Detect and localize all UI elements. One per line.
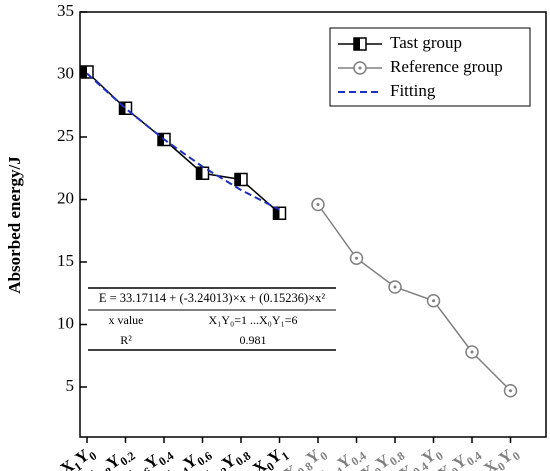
label-part: 0.6 — [134, 464, 154, 471]
y-tick-label: 30 — [57, 63, 74, 82]
x-tick-label: X1Y0 — [57, 442, 99, 471]
marker-left — [196, 167, 203, 180]
series-line — [86, 72, 280, 211]
point — [311, 197, 325, 212]
marker-dot — [432, 299, 435, 303]
label-part: X — [119, 466, 141, 471]
label-part: X — [196, 466, 218, 471]
marker-dot — [358, 66, 362, 70]
label-part: 0.4 — [326, 464, 346, 471]
label-part: 0 — [449, 464, 462, 471]
label-part: 0.2 — [211, 464, 231, 471]
plot-frame — [79, 11, 547, 438]
marker-left — [158, 133, 164, 146]
legend-marker — [353, 61, 367, 75]
table-equation: E = 33.17114 + (-3.24013)×x + (0.15236)×… — [99, 291, 326, 305]
marker-left — [354, 38, 360, 50]
point — [195, 166, 210, 180]
series-line — [86, 71, 280, 214]
marker-dot — [509, 389, 512, 393]
marker-left — [119, 102, 126, 115]
label-part: X — [280, 461, 302, 471]
table-cell: X₁Y₀=1 ...X₀Y₁=6 — [209, 313, 298, 327]
x-tick-label: X0.8Y0 — [280, 442, 330, 471]
label-part: 0 — [372, 464, 385, 471]
legend-marker — [353, 37, 367, 51]
table-cell: 0.981 — [240, 333, 267, 347]
y-tick-label: 35 — [57, 1, 74, 20]
label-part: X — [357, 461, 379, 471]
point — [426, 294, 441, 308]
y-tick-label: 10 — [57, 313, 74, 332]
label-part: 0.4 — [172, 464, 192, 471]
x-tick-label: X0.6Y0.4 — [119, 442, 176, 471]
label-part: X — [396, 461, 418, 471]
label-part: X — [80, 466, 102, 471]
marker-left — [81, 66, 87, 78]
label-part: X — [311, 466, 333, 471]
table-cell: x value — [109, 313, 144, 327]
legend-label: Reference group — [390, 57, 503, 76]
marker-left — [273, 207, 280, 220]
point — [465, 345, 479, 359]
marker-dot — [316, 203, 320, 206]
marker-dot — [393, 285, 397, 289]
marker-dot — [470, 350, 474, 354]
y-tick-label: 15 — [57, 251, 74, 270]
marker-left — [235, 173, 241, 186]
y-tick-label: 25 — [57, 126, 74, 145]
x-tick-label: X0.2Y0.8 — [196, 442, 253, 471]
y-tick-label: 20 — [57, 188, 74, 207]
label-part: X — [434, 461, 456, 471]
point — [272, 206, 287, 220]
table-cell: R² — [120, 333, 132, 347]
y-axis-label: Absorbed energy/J — [5, 156, 24, 294]
y-tick-label: 5 — [66, 376, 75, 395]
legend-label: Tast group — [390, 33, 462, 52]
series-line — [317, 204, 512, 392]
point — [503, 384, 518, 398]
point — [388, 280, 402, 294]
legend-label: Fitting — [390, 81, 436, 100]
point — [349, 251, 364, 265]
label-part: X — [157, 466, 179, 471]
x-tick-label: X0Y0 — [480, 442, 522, 471]
label-part: 0.8 — [95, 464, 115, 471]
point — [234, 172, 248, 187]
marker-dot — [355, 256, 358, 260]
